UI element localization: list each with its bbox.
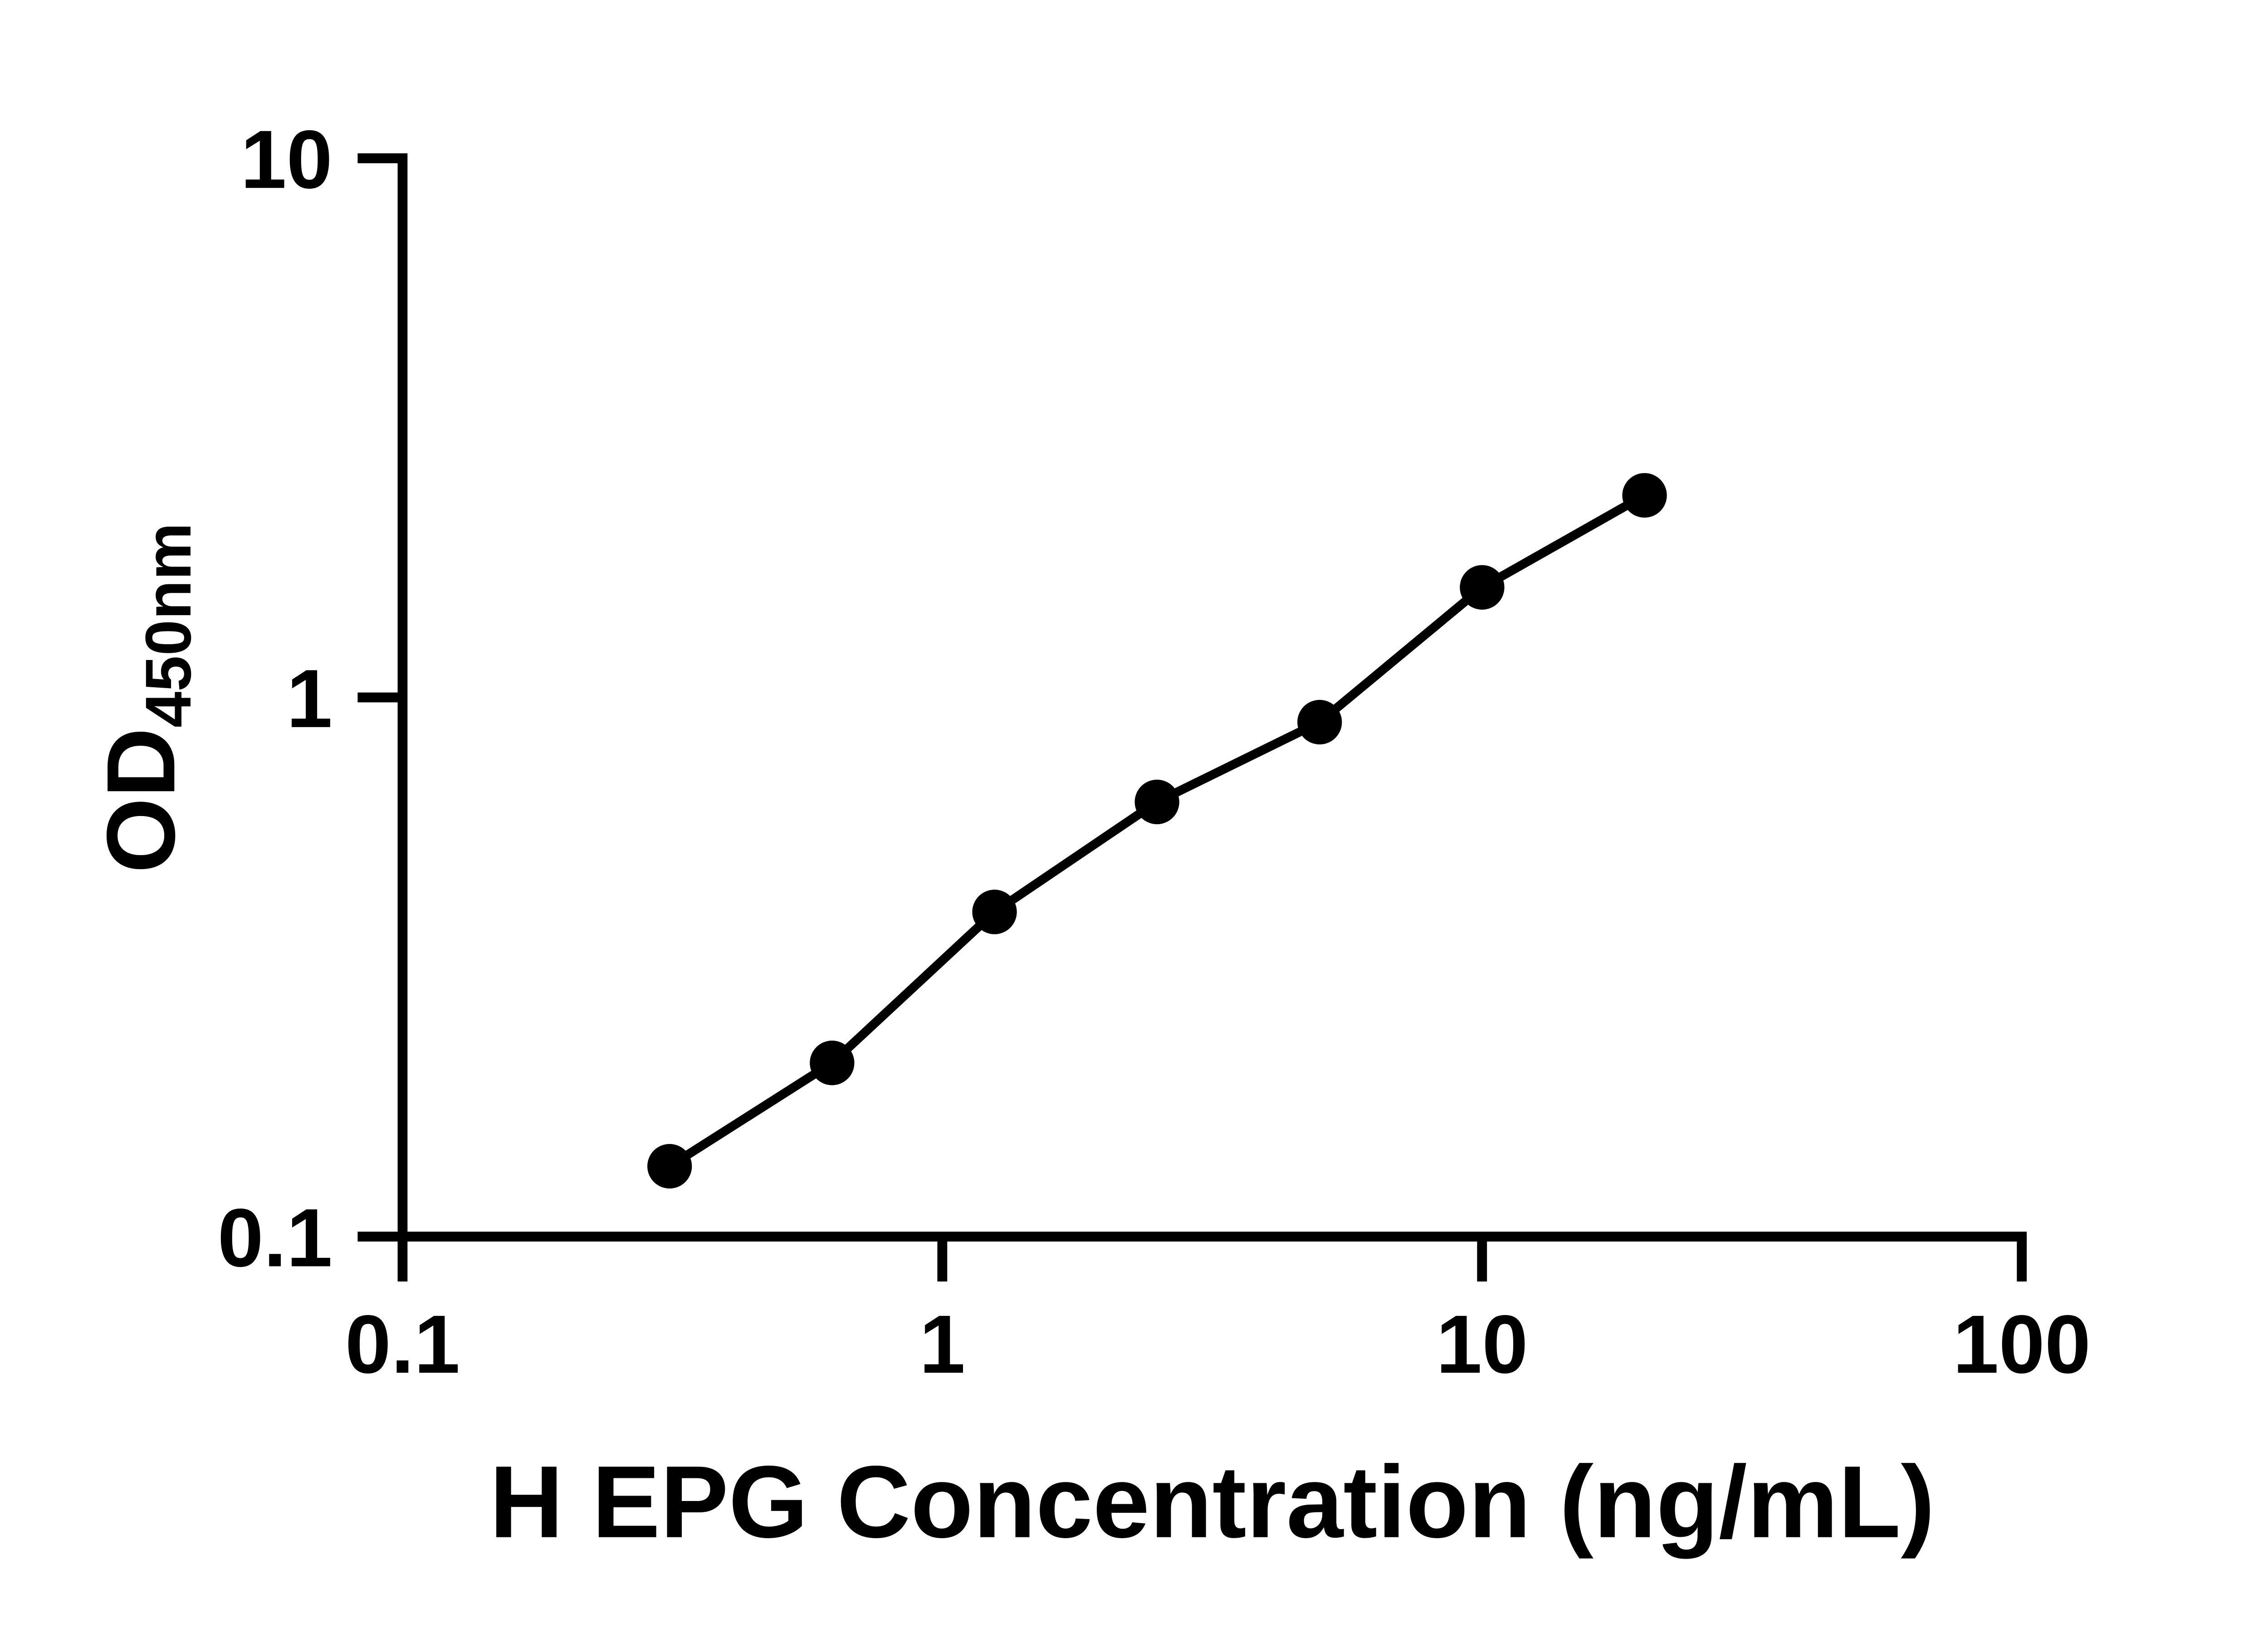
y-tick-label: 0.1: [218, 1191, 332, 1284]
data-point: [1134, 779, 1179, 825]
data-point: [647, 1144, 692, 1189]
y-tick-label: 1: [287, 652, 332, 745]
x-tick-label: 10: [1436, 1298, 1528, 1390]
x-tick-label: 0.1: [345, 1298, 460, 1390]
data-point: [810, 1041, 855, 1085]
y-axis-title: OD450nm: [87, 523, 205, 873]
plot-area: 10 1 0.10.1 1 10 100: [218, 113, 2091, 1390]
x-axis-title: H EPG Concentration (ng/mL): [489, 1445, 1935, 1559]
data-point: [1297, 699, 1342, 745]
y-axis-title-main: OD: [87, 728, 195, 873]
data-point: [1622, 473, 1667, 518]
y-axis-title-sub: 450nm: [132, 523, 205, 728]
y-tick-label: 10: [240, 113, 332, 205]
x-tick-label: 1: [919, 1298, 965, 1390]
x-tick-label: 100: [1953, 1298, 2091, 1390]
data-point: [972, 890, 1017, 934]
data-point: [1460, 565, 1505, 610]
